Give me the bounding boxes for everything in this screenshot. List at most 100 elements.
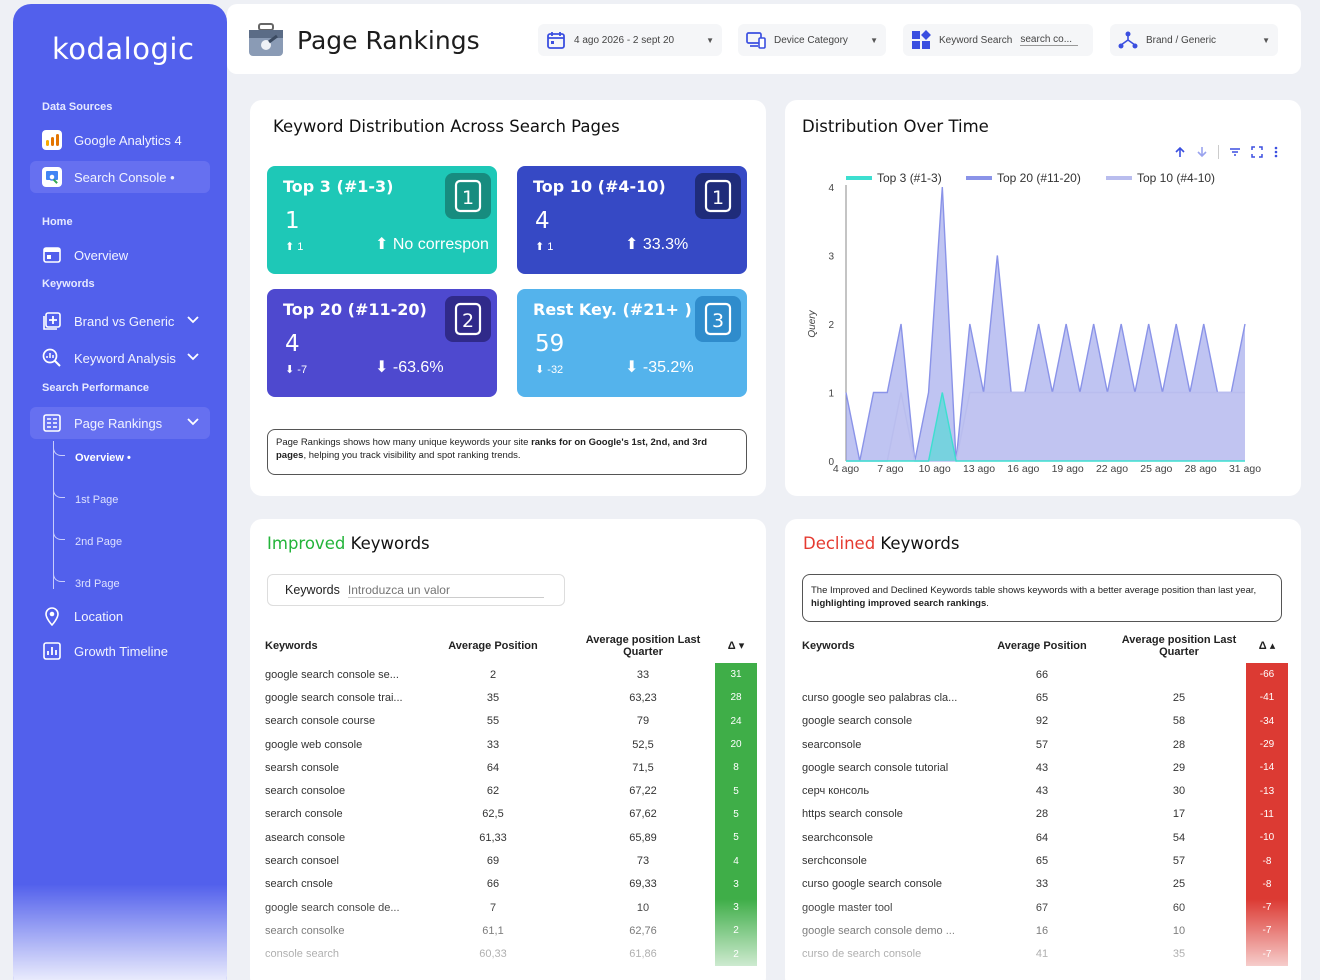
table-row[interactable]: google search console se... 2 33 31 xyxy=(265,663,757,687)
sort-descending-icon[interactable] xyxy=(1196,146,1208,158)
keyword-cell: google search console se... xyxy=(265,668,399,681)
column-header-delta[interactable]: Δ ▾ xyxy=(727,640,745,652)
avg-last-quarter-cell: 71,5 xyxy=(632,761,654,774)
table-row[interactable]: серч консоль 43 30 -13 xyxy=(802,779,1288,803)
keyword-cell: search cnsole xyxy=(265,878,333,891)
column-header-avg-position[interactable]: Average Position xyxy=(448,640,538,652)
kpi-delta: ⬇ -7 xyxy=(285,364,308,376)
table-row[interactable]: google search console trai... 35 63,23 28 xyxy=(265,686,757,710)
column-header-avg-last-quarter[interactable]: Average position Last Quarter xyxy=(1121,634,1237,658)
keyword-filter-input[interactable] xyxy=(347,582,544,598)
column-header-avg-last-quarter[interactable]: Average position Last Quarter xyxy=(585,634,701,658)
page-one-icon: 1 xyxy=(445,173,491,219)
chevron-down-icon[interactable] xyxy=(186,415,200,432)
avg-last-quarter-cell: 63,23 xyxy=(629,691,657,704)
table-row[interactable]: 66 -66 xyxy=(802,663,1288,687)
chevron-down-icon[interactable] xyxy=(186,313,200,330)
sidebar-item-overview[interactable]: Overview xyxy=(30,239,210,271)
avg-position-cell: 35 xyxy=(486,691,500,704)
sidebar-item-label: Search Console • xyxy=(74,169,175,185)
caret-down-icon: ▼ xyxy=(706,35,714,45)
arrow-up-icon: ⬆ xyxy=(625,236,643,253)
avg-last-quarter-cell: 29 xyxy=(1172,761,1186,774)
table-row[interactable]: google search console tutorial 43 29 -14 xyxy=(802,756,1288,780)
subitem-first-page[interactable]: 1st Page xyxy=(75,494,119,506)
keyword-cell: google search console xyxy=(802,715,913,728)
column-header-avg-position[interactable]: Average Position xyxy=(997,640,1087,652)
device-category-filter[interactable]: Device Category ▼ xyxy=(738,24,886,56)
sidebar-item-growth-timeline[interactable]: Growth Timeline xyxy=(30,635,210,667)
table-row[interactable]: search cnsole 66 69,33 3 xyxy=(265,872,757,896)
search-console-icon xyxy=(42,167,62,187)
arrow-down-icon: ⬇ xyxy=(375,359,393,376)
keyword-cell: google search console trai... xyxy=(265,691,403,704)
table-row[interactable]: searchconsole 64 54 -10 xyxy=(802,826,1288,850)
chart-title: Distribution Over Time xyxy=(802,117,989,136)
fullscreen-icon[interactable] xyxy=(1251,146,1263,158)
brand-generic-label: Brand / Generic xyxy=(1146,34,1217,46)
arrow-down-icon: ⬇ xyxy=(285,364,298,376)
avg-last-quarter-cell: 33 xyxy=(636,668,650,681)
sort-ascending-icon[interactable] xyxy=(1174,146,1186,158)
kpi-rest: Rest Key. (#21+ ) 59 ⬇ -32 ⬇ -35.2% 3 xyxy=(517,289,747,397)
table-row[interactable]: searsh console 64 71,5 8 xyxy=(265,756,757,780)
date-range-filter[interactable]: 4 ago 2026 - 2 sept 20 ▼ xyxy=(538,24,722,56)
chevron-down-icon[interactable] xyxy=(186,350,200,367)
section-home: Home xyxy=(42,216,73,228)
column-header-keywords[interactable]: Keywords xyxy=(265,640,318,652)
subitem-second-page[interactable]: 2nd Page xyxy=(75,536,123,548)
table-row[interactable]: serchconsole 65 57 -8 xyxy=(802,849,1288,873)
table-row[interactable]: https search console 28 17 -11 xyxy=(802,802,1288,827)
table-row[interactable]: searconsole 57 28 -29 xyxy=(802,732,1288,757)
keyword-cell xyxy=(802,663,972,686)
avg-position-cell: 28 xyxy=(1035,808,1049,821)
subitem-overview[interactable]: Overview • xyxy=(75,452,131,464)
delta-cell: 28 xyxy=(715,686,757,710)
table-row[interactable]: curso google search console 33 25 -8 xyxy=(802,872,1288,896)
sidebar-item-page-rankings[interactable]: Page Rankings xyxy=(30,407,210,439)
arrow-up-icon: ⬆ xyxy=(375,236,393,253)
avg-position-cell: 33 xyxy=(486,738,500,751)
column-header-delta[interactable]: Δ ▴ xyxy=(1258,640,1276,652)
sidebar-item-label: Growth Timeline xyxy=(74,643,168,659)
sidebar-item-location[interactable]: Location xyxy=(30,600,210,632)
table-row[interactable]: curso google seo palabras cla... 65 25 -41 xyxy=(802,686,1288,710)
declined-title: Declined Keywords xyxy=(803,534,960,553)
sidebar-item-keyword-analysis[interactable]: Keyword Analysis xyxy=(30,342,210,374)
keyword-filter-control[interactable]: Keywords xyxy=(267,574,565,606)
avg-last-quarter-cell: 17 xyxy=(1172,808,1186,821)
window-icon xyxy=(42,245,62,265)
table-row[interactable]: google search console 92 58 -34 xyxy=(802,709,1288,733)
table-row[interactable]: google web console 33 52,5 20 xyxy=(265,732,757,757)
avg-position-cell: 2 xyxy=(489,668,497,681)
table-row[interactable]: search consoloe 62 67,22 5 xyxy=(265,779,757,803)
sidebar-item-label: Google Analytics 4 xyxy=(74,132,182,148)
table-row[interactable]: asearch console 61,33 65,89 5 xyxy=(265,826,757,850)
delta-cell: 31 xyxy=(715,663,757,687)
more-vert-icon[interactable] xyxy=(1273,146,1279,158)
column-header-keywords[interactable]: Keywords xyxy=(802,640,855,652)
sidebar-item-brand-vs-generic[interactable]: Brand vs Generic xyxy=(30,305,210,337)
keyword-search-input[interactable]: search co... xyxy=(1020,34,1079,46)
filter-icon[interactable] xyxy=(1229,146,1241,158)
subitem-third-page[interactable]: 3rd Page xyxy=(75,578,120,590)
kpi-percent: ⬆ 33.3% xyxy=(625,236,689,253)
keyword-search-filter[interactable]: Keyword Search search co... xyxy=(903,24,1093,56)
avg-position-cell: 43 xyxy=(1035,761,1049,774)
subnav-tree-line xyxy=(52,441,66,589)
table-row[interactable]: serarch console 62,5 67,62 5 xyxy=(265,802,757,827)
y-tick-label: 4 xyxy=(828,183,834,194)
delta-cell: 20 xyxy=(715,732,757,757)
x-tick-label: 25 ago xyxy=(1140,463,1172,475)
y-tick-label: 1 xyxy=(828,389,834,400)
chart-toolbar xyxy=(1174,145,1279,159)
brand-generic-filter[interactable]: Brand / Generic ▼ xyxy=(1110,24,1278,56)
avg-last-quarter-cell: 58 xyxy=(1172,715,1186,728)
table-row[interactable]: search console course 55 79 24 xyxy=(265,709,757,733)
sidebar-item-google-analytics[interactable]: Google Analytics 4 xyxy=(30,124,210,156)
table-row[interactable]: search consoel 69 73 4 xyxy=(265,849,757,873)
avg-position-cell: 55 xyxy=(486,715,500,728)
sidebar-item-label: Page Rankings xyxy=(74,415,163,431)
delta-cell: 5 xyxy=(715,802,757,827)
sidebar-item-search-console[interactable]: Search Console • xyxy=(30,161,210,193)
